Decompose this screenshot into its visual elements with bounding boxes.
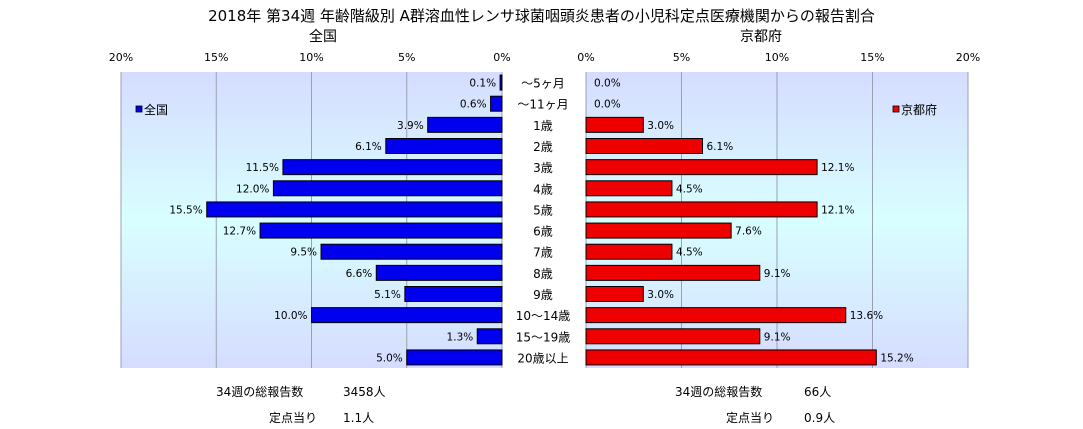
left-data-label: 12.0% [236, 183, 269, 195]
right-data-label: 15.2% [880, 352, 913, 364]
kyoto-per-site-label: 定点当り [726, 411, 775, 425]
category-label: 9歳 [533, 288, 553, 302]
category-label: 6歳 [533, 225, 553, 239]
left-legend-label: 全国 [144, 102, 168, 117]
left-data-label: 6.1% [355, 141, 382, 153]
kyoto-total-value: 66人 [804, 385, 832, 399]
left-data-label: 0.6% [460, 99, 487, 111]
right-bar [585, 201, 818, 218]
category-label: 4歳 [533, 182, 553, 196]
left-tick-label: 5% [398, 51, 415, 64]
right-legend-label: 京都府 [901, 102, 937, 117]
category-label: 15～19歳 [516, 330, 571, 344]
left-bar [406, 349, 503, 366]
left-legend-swatch [135, 105, 143, 113]
left-tick-label: 15% [204, 51, 228, 64]
left-bar [282, 159, 503, 176]
left-bar [259, 222, 503, 239]
left-data-label: 12.7% [223, 226, 256, 238]
category-label: 7歳 [533, 246, 553, 260]
category-label: 1歳 [533, 119, 553, 133]
left-data-label: 1.3% [447, 331, 474, 343]
right-bar [585, 286, 644, 302]
left-bar [476, 328, 503, 345]
national-per-site-label: 定点当り [269, 411, 318, 425]
left-data-label: 5.1% [374, 289, 401, 301]
left-data-label: 10.0% [274, 310, 307, 322]
right-data-label: 7.6% [735, 226, 762, 238]
category-label: 5歳 [533, 203, 553, 217]
right-bar [585, 349, 877, 366]
right-tick-label: 20% [956, 51, 980, 64]
right-panel-title: 京都府 [740, 29, 782, 45]
right-data-label: 6.1% [707, 141, 734, 153]
right-bar [585, 138, 704, 154]
right-data-label: 3.0% [647, 120, 674, 132]
left-data-label: 0.1% [469, 78, 496, 90]
left-bar [320, 243, 503, 260]
category-label: 3歳 [533, 161, 553, 175]
left-bar [206, 201, 503, 218]
kyoto-per-site-value: 0.9人 [804, 411, 836, 425]
left-bar [427, 116, 503, 133]
right-bar [585, 307, 847, 324]
right-bar [585, 159, 818, 176]
right-data-label: 4.5% [676, 183, 703, 195]
left-data-label: 11.5% [246, 162, 279, 174]
right-bar [585, 264, 761, 281]
right-bar [585, 116, 644, 133]
left-bar [385, 138, 503, 154]
category-label: ～5ヶ月 [521, 77, 565, 91]
right-data-label: 12.1% [821, 162, 854, 174]
left-bar [272, 180, 503, 197]
right-data-label: 0.0% [594, 78, 621, 90]
category-label: 8歳 [533, 267, 553, 281]
right-data-label: 12.1% [821, 204, 854, 216]
chart-title: 2018年 第34週 年齢階級別 A群溶血性レンサ球菌咽頭炎患者の小児科定点医療… [208, 7, 875, 25]
right-tick-label: 5% [673, 51, 690, 64]
category-label: 20歳以上 [517, 351, 568, 365]
left-panel-title: 全国 [309, 29, 337, 45]
category-label: 2歳 [533, 140, 553, 154]
right-data-label: 13.6% [850, 310, 883, 322]
left-bar [375, 264, 503, 281]
kyoto-total-label: 34週の総報告数 [675, 385, 763, 399]
right-tick-label: 15% [860, 51, 884, 64]
left-tick-label: 10% [299, 51, 323, 64]
left-bar [311, 307, 503, 324]
right-tick-label: 0% [577, 51, 594, 64]
category-label: ～11ヶ月 [517, 98, 568, 112]
national-total-value: 3458人 [343, 385, 386, 399]
left-data-label: 3.9% [397, 120, 424, 132]
left-tick-label: 0% [493, 51, 510, 64]
right-data-label: 9.1% [764, 268, 791, 280]
right-legend-swatch [892, 105, 900, 113]
left-data-label: 6.6% [346, 268, 373, 280]
category-label: 10～14歳 [516, 309, 571, 323]
left-tick-label: 20% [109, 51, 133, 64]
left-data-label: 15.5% [169, 204, 202, 216]
national-per-site-value: 1.1人 [343, 411, 375, 425]
left-bar [499, 74, 503, 91]
right-bar [585, 222, 732, 239]
right-data-label: 4.5% [676, 247, 703, 259]
left-bar [490, 95, 503, 112]
right-bar [585, 180, 673, 197]
right-bar [585, 243, 673, 260]
left-data-label: 9.5% [290, 247, 317, 259]
right-data-label: 9.1% [764, 331, 791, 343]
right-bar [585, 328, 761, 345]
national-total-label: 34週の総報告数 [216, 385, 304, 399]
right-data-label: 3.0% [647, 289, 674, 301]
left-bar [404, 286, 503, 302]
right-data-label: 0.0% [594, 99, 621, 111]
left-data-label: 5.0% [376, 352, 403, 364]
right-tick-label: 10% [765, 51, 789, 64]
